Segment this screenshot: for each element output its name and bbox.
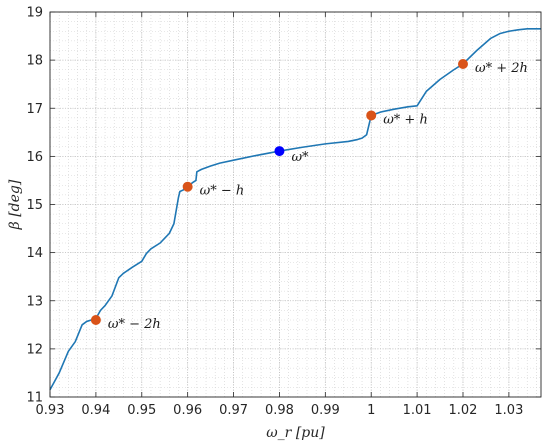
x-tick-label: 1.01 bbox=[403, 403, 432, 418]
y-tick-label: 14 bbox=[26, 246, 43, 261]
x-tick-label: 0.94 bbox=[81, 403, 110, 418]
data-point-marker bbox=[274, 146, 285, 157]
x-tick-label: 0.95 bbox=[127, 403, 156, 418]
y-tick-label: 19 bbox=[26, 6, 43, 21]
y-axis-label: β [deg] bbox=[7, 179, 23, 230]
point-annotation: ω* − h bbox=[200, 184, 245, 199]
y-tick-label: 18 bbox=[26, 54, 43, 69]
y-tick-label: 17 bbox=[26, 102, 43, 117]
y-tick-label: 12 bbox=[26, 342, 43, 357]
y-tick-label: 11 bbox=[26, 391, 43, 406]
data-point-marker bbox=[90, 315, 101, 325]
y-tick-label: 13 bbox=[26, 294, 43, 309]
x-tick-label: 1.02 bbox=[449, 403, 478, 418]
x-axis-label: ω_r [pu] bbox=[266, 425, 325, 441]
data-point-marker bbox=[366, 110, 377, 121]
data-point-marker bbox=[182, 181, 193, 192]
point-annotation: ω* + 2h bbox=[475, 61, 528, 76]
x-tick-label: 0.96 bbox=[173, 403, 202, 418]
point-annotation: ω* bbox=[291, 150, 309, 165]
x-tick-label: 0.93 bbox=[36, 403, 65, 418]
point-annotation: ω* − 2h bbox=[108, 317, 161, 332]
x-tick-label: 0.98 bbox=[265, 403, 294, 418]
y-tick-label: 15 bbox=[26, 198, 43, 213]
x-tick-label: 0.99 bbox=[311, 403, 340, 418]
data-point-marker bbox=[457, 58, 468, 69]
x-tick-label: 0.97 bbox=[219, 403, 248, 418]
y-tick-label: 16 bbox=[26, 150, 43, 165]
point-annotation: ω* + h bbox=[383, 112, 428, 127]
x-tick-label: 1 bbox=[367, 403, 375, 418]
x-tick-label: 1.03 bbox=[494, 403, 523, 418]
tick-layer: 0.93 0.94 0.95 0.96 0.97 0.98 0.99 1 1.01 1.02 1.0… bbox=[26, 6, 541, 418]
marker-layer: ω* − 2h ω* − h ω* ω* + h ω* + 2h bbox=[90, 58, 528, 332]
series-line bbox=[49, 28, 541, 391]
series-layer bbox=[49, 28, 541, 391]
